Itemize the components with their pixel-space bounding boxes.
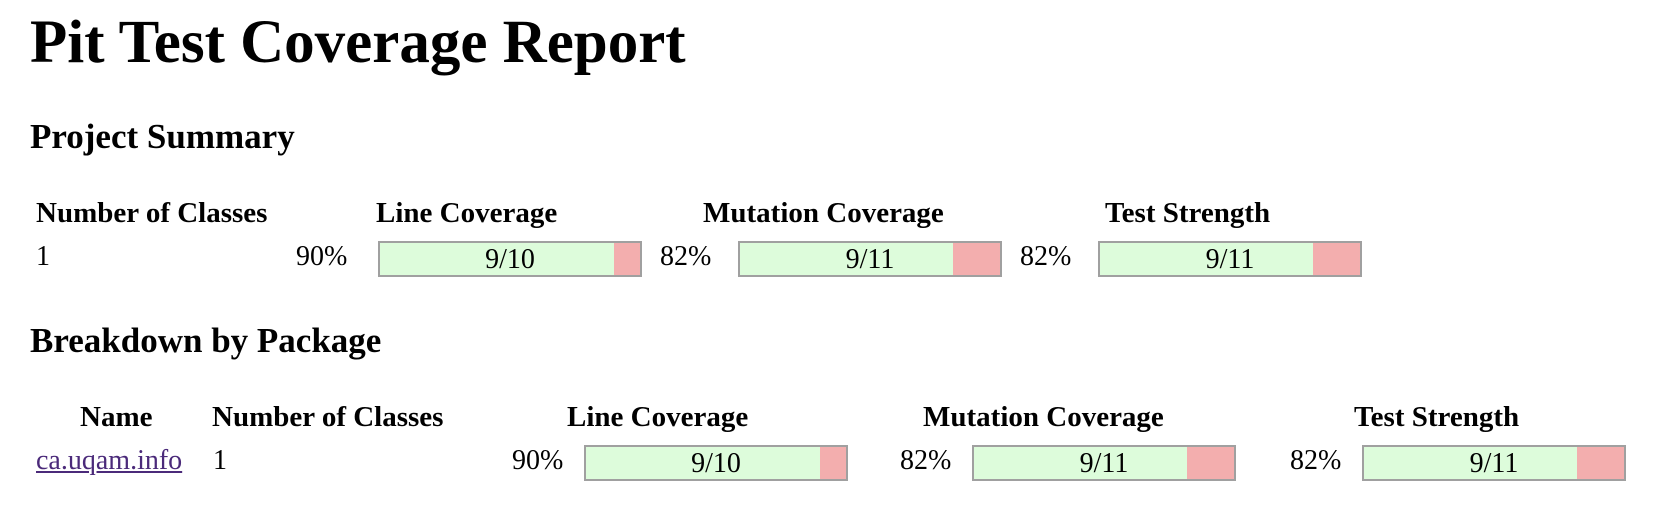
header-name: Name [80, 401, 153, 433]
coverage-bar-label: 9/11 [1079, 448, 1129, 479]
coverage-bar-label: 9/10 [691, 448, 741, 479]
package-mutation-coverage-percent: 82% [900, 445, 952, 476]
header-mutation-coverage: Mutation Coverage [703, 197, 944, 229]
header-line-coverage: Line Coverage [376, 197, 558, 229]
summary-number-of-classes: 1 [36, 241, 50, 272]
package-test-strength-bar: 9/11 [1362, 445, 1626, 481]
header-mutation-coverage: Mutation Coverage [923, 401, 1164, 433]
package-mutation-coverage-bar: 9/11 [972, 445, 1236, 481]
coverage-bar-label: 9/10 [485, 244, 535, 275]
coverage-bar-fill [974, 447, 1187, 479]
summary-mutation-coverage-bar: 9/11 [738, 241, 1002, 277]
coverage-bar-label: 9/11 [1205, 244, 1255, 275]
coverage-bar-fill [1100, 243, 1313, 275]
summary-test-strength-bar: 9/11 [1098, 241, 1362, 277]
header-number-of-classes: Number of Classes [36, 197, 268, 229]
page-title: Pit Test Coverage Report [30, 9, 686, 76]
package-number-of-classes: 1 [213, 445, 227, 476]
breakdown-heading: Breakdown by Package [30, 321, 382, 360]
header-line-coverage: Line Coverage [567, 401, 749, 433]
summary-mutation-coverage-percent: 82% [660, 241, 712, 272]
package-link[interactable]: ca.uqam.info [36, 445, 183, 476]
coverage-bar-label: 9/11 [1469, 448, 1519, 479]
package-line-coverage-percent: 90% [512, 445, 564, 476]
coverage-bar-fill [1364, 447, 1577, 479]
project-summary-heading: Project Summary [30, 117, 295, 156]
package-line-coverage-bar: 9/10 [584, 445, 848, 481]
header-number-of-classes: Number of Classes [212, 401, 444, 433]
coverage-bar-fill [380, 243, 614, 275]
summary-line-coverage-bar: 9/10 [378, 241, 642, 277]
header-test-strength: Test Strength [1105, 197, 1271, 229]
summary-test-strength-percent: 82% [1020, 241, 1072, 272]
package-test-strength-percent: 82% [1290, 445, 1342, 476]
header-test-strength: Test Strength [1354, 401, 1520, 433]
coverage-bar-fill [586, 447, 820, 479]
coverage-bar-fill [740, 243, 953, 275]
summary-line-coverage-percent: 90% [296, 241, 348, 272]
coverage-bar-label: 9/11 [845, 244, 895, 275]
